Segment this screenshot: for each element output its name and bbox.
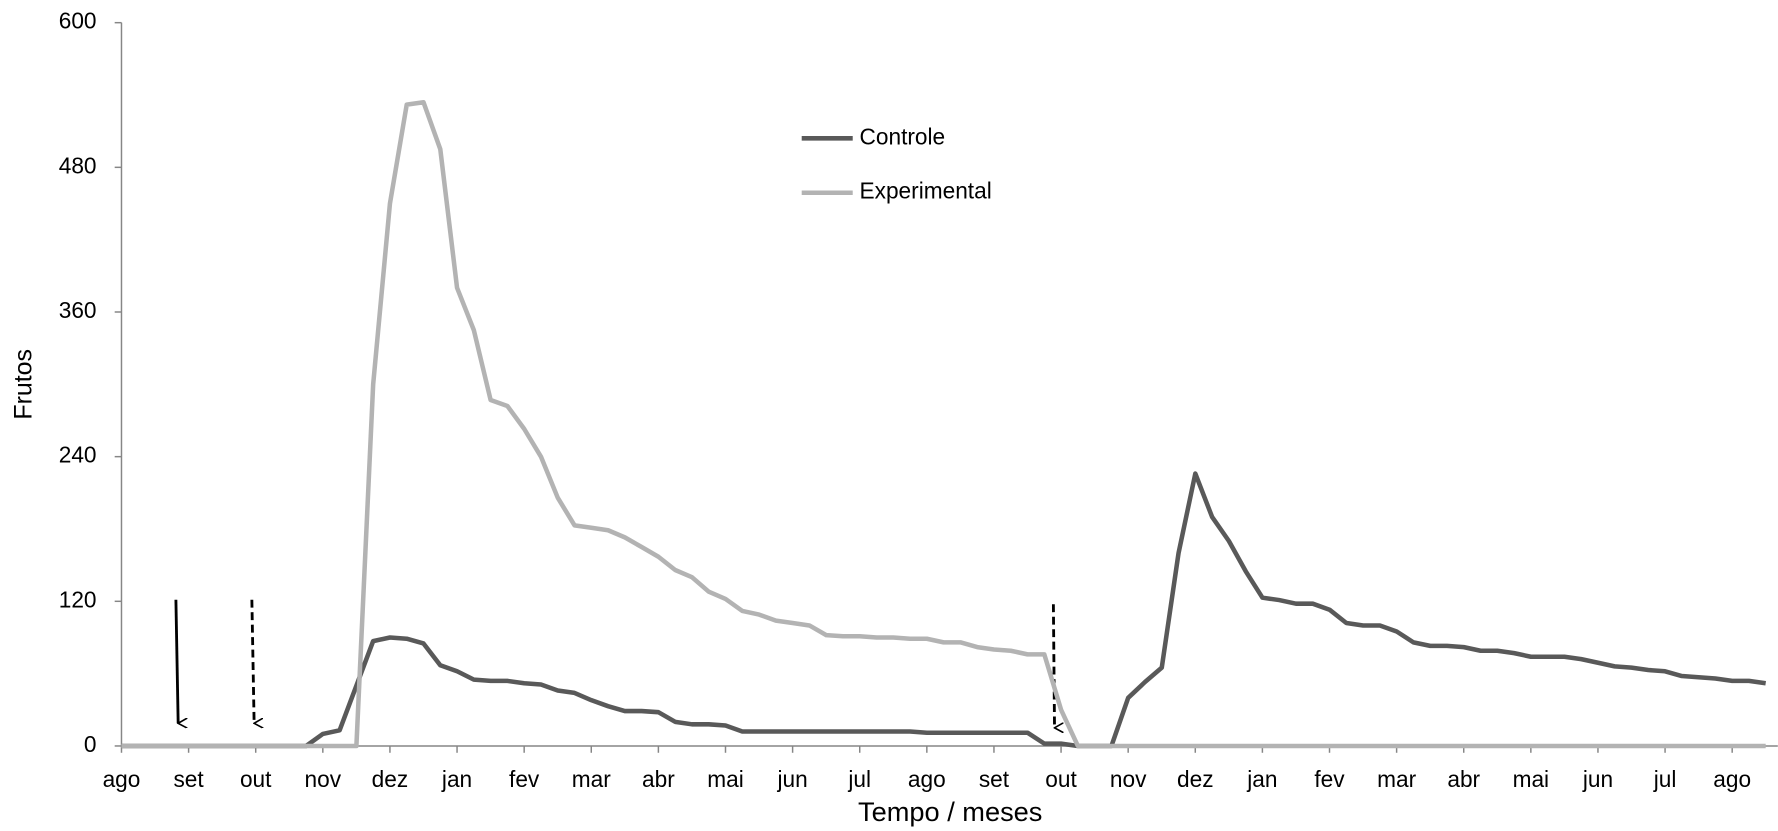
x-tick-label: jan	[1246, 766, 1277, 792]
x-tick-label: mar	[572, 766, 611, 792]
x-tick-label: jan	[441, 766, 472, 792]
x-tick-label: nov	[1110, 766, 1147, 792]
arrow	[1051, 604, 1054, 728]
x-tick-label: nov	[305, 766, 342, 792]
arrow	[174, 599, 178, 724]
x-tick-label: ago	[908, 766, 946, 792]
x-tick-label: ago	[103, 766, 141, 792]
x-tick-label: dez	[1177, 766, 1214, 792]
x-tick-label: out	[1045, 766, 1077, 792]
x-tick-label: abr	[1447, 766, 1480, 792]
x-tick-label: dez	[372, 766, 409, 792]
arrow	[250, 599, 254, 724]
data-line	[121, 471, 1767, 749]
x-tick-label: jul	[847, 766, 871, 792]
x-tick-label: set	[173, 766, 204, 792]
x-tick-label: ago	[1713, 766, 1751, 792]
x-tick-label: fev	[1314, 766, 1345, 792]
y-tick-label: 0	[84, 731, 97, 757]
x-tick-label: abr	[642, 766, 675, 792]
y-tick-label: 480	[59, 152, 97, 178]
legend-label: Controle	[860, 123, 946, 149]
x-axis-title: Tempo / meses	[858, 796, 1042, 827]
x-tick-label: mai	[1513, 766, 1550, 792]
y-tick-label: 120	[59, 586, 97, 612]
y-axis-title: Frutos	[10, 349, 38, 420]
x-tick-label: set	[979, 766, 1010, 792]
x-tick-label: jun	[776, 766, 807, 792]
x-tick-label: jun	[1582, 766, 1613, 792]
y-tick-label: 240	[59, 442, 97, 468]
x-tick-label: out	[240, 766, 272, 792]
legend-label: Experimental	[860, 178, 992, 204]
x-tick-label: mar	[1377, 766, 1416, 792]
x-tick-label: jul	[1653, 766, 1677, 792]
data-line	[121, 99, 1766, 749]
y-tick-label: 360	[59, 297, 97, 323]
annotation-arrows	[174, 599, 1055, 728]
legend: Controle Experimental	[801, 123, 992, 204]
x-tick-label: fev	[509, 766, 540, 792]
x-tick-label: mai	[707, 766, 744, 792]
y-tick-label: 600	[59, 8, 97, 34]
